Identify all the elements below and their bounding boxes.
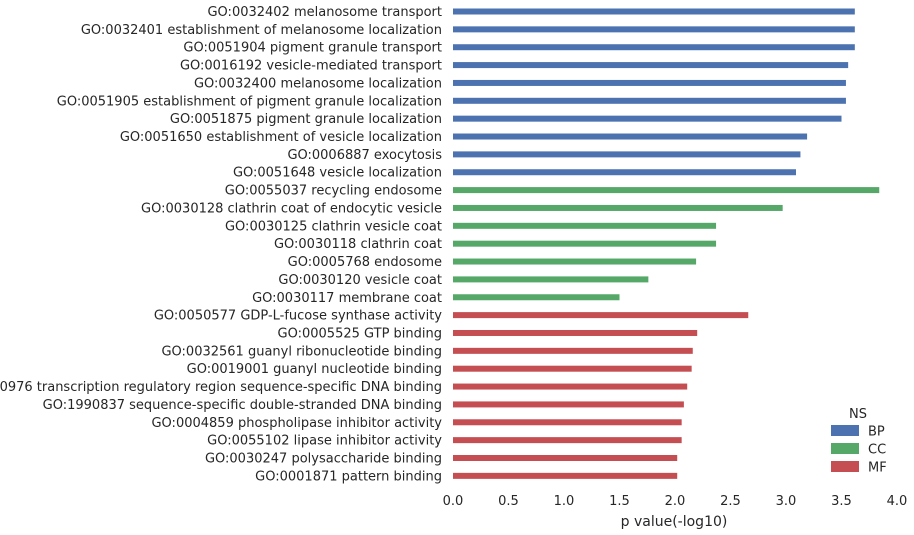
- bar-bp: [453, 115, 842, 122]
- x-tick-label: 3.0: [776, 494, 797, 509]
- category-label: GO:0030247 polysaccharide binding: [205, 452, 442, 467]
- category-label: GO:0055037 recycling endosome: [225, 184, 442, 199]
- category-label: GO:0005525 GTP binding: [278, 326, 442, 341]
- legend-label: BP: [868, 425, 885, 440]
- bar-cc: [453, 294, 620, 301]
- legend-swatch-bp: [831, 425, 859, 436]
- category-label: GO:0051904 pigment granule transport: [183, 41, 442, 56]
- bar-mf: [453, 365, 692, 372]
- category-label: GO:0032401 establishment of melanosome l…: [81, 23, 442, 38]
- bar-bp: [453, 97, 846, 104]
- x-tick-label: 4.0: [887, 494, 908, 509]
- bar-cc: [453, 276, 649, 283]
- bar-mf: [453, 419, 682, 426]
- category-label: GO:0006887 exocytosis: [287, 148, 442, 163]
- bar-cc: [453, 187, 880, 194]
- bar-mf: [453, 312, 749, 319]
- x-tick-label: 2.5: [720, 494, 741, 509]
- category-label: GO:0019001 guanyl nucleotide binding: [187, 362, 442, 377]
- category-label: GO:0030128 clathrin coat of endocytic ve…: [141, 201, 442, 216]
- bar-mf: [453, 437, 682, 444]
- x-tick-label: 1.5: [609, 494, 630, 509]
- x-tick-label: 3.5: [831, 494, 852, 509]
- category-label: GO:0051905 establishment of pigment gran…: [57, 94, 442, 109]
- bar-cc: [453, 204, 783, 211]
- legend-label: MF: [868, 461, 887, 476]
- category-label: GO:0001871 pattern binding: [255, 469, 442, 484]
- bar-bp: [453, 62, 849, 69]
- bar-bp: [453, 8, 855, 15]
- category-label: GO:0032561 guanyl ribonucleotide binding: [161, 344, 442, 359]
- category-label: GO:0030117 membrane coat: [252, 291, 442, 306]
- bar-bp: [453, 133, 808, 140]
- legend-swatch-mf: [831, 461, 859, 472]
- bar-mf: [453, 472, 678, 479]
- legend-title: NS: [849, 407, 867, 422]
- x-axis-title: p value(-log10): [621, 514, 728, 530]
- bar-mf: [453, 455, 678, 461]
- bars-layer: [453, 8, 880, 479]
- x-tick-label: 0.0: [443, 494, 464, 509]
- category-label: GO:0051648 vesicle localization: [233, 166, 442, 181]
- bar-mf: [453, 401, 684, 408]
- bar-cc: [453, 240, 717, 247]
- bar-cc: [453, 258, 697, 265]
- bar-bp: [453, 79, 846, 86]
- x-axis: 0.0 0.5 1.0 1.5 2.0 2.5 3.0 3.5 4.0: [443, 494, 908, 509]
- category-labels: GO:0032402 melanosome transport GO:003240…: [0, 5, 442, 484]
- x-tick-label: 1.0: [554, 494, 575, 509]
- bar-mf: [453, 347, 693, 354]
- bar-bp: [453, 44, 855, 51]
- bar-bp: [453, 169, 796, 176]
- category-label: GO:0030120 vesicle coat: [278, 273, 442, 288]
- category-label: GO:0005768 endosome: [288, 255, 442, 270]
- category-label: GO:0032402 melanosome transport: [207, 5, 442, 20]
- category-label: GO:0050577 GDP-L-fucose synthase activit…: [154, 309, 442, 324]
- category-label: GO:0016192 vesicle-mediated transport: [180, 59, 442, 74]
- bar-mf: [453, 329, 698, 336]
- category-label: GO:0055102 lipase inhibitor activity: [207, 434, 442, 449]
- x-tick-label: 0.5: [498, 494, 519, 509]
- category-label: GO:0051875 pigment granule localization: [170, 112, 442, 127]
- legend: NS BP CC MF: [831, 407, 887, 476]
- bar-bp: [453, 26, 855, 33]
- category-label: GO:0030118 clathrin coat: [274, 237, 442, 252]
- bar-bp: [453, 151, 801, 158]
- legend-swatch-cc: [831, 443, 859, 454]
- category-label: GO:0000976 transcription regulatory regi…: [0, 380, 442, 395]
- legend-label: CC: [868, 443, 886, 458]
- x-tick-label: 2.0: [665, 494, 686, 509]
- category-label: GO:0051650 establishment of vesicle loca…: [120, 130, 442, 145]
- category-label: GO:0030125 clathrin vesicle coat: [225, 219, 442, 234]
- bar-mf: [453, 383, 688, 390]
- category-label: GO:0032400 melanosome localization: [194, 76, 442, 91]
- category-label: GO:0004859 phospholipase inhibitor activ…: [151, 416, 442, 431]
- category-label: GO:1990837 sequence-specific double-stra…: [43, 398, 442, 413]
- bar-cc: [453, 222, 717, 229]
